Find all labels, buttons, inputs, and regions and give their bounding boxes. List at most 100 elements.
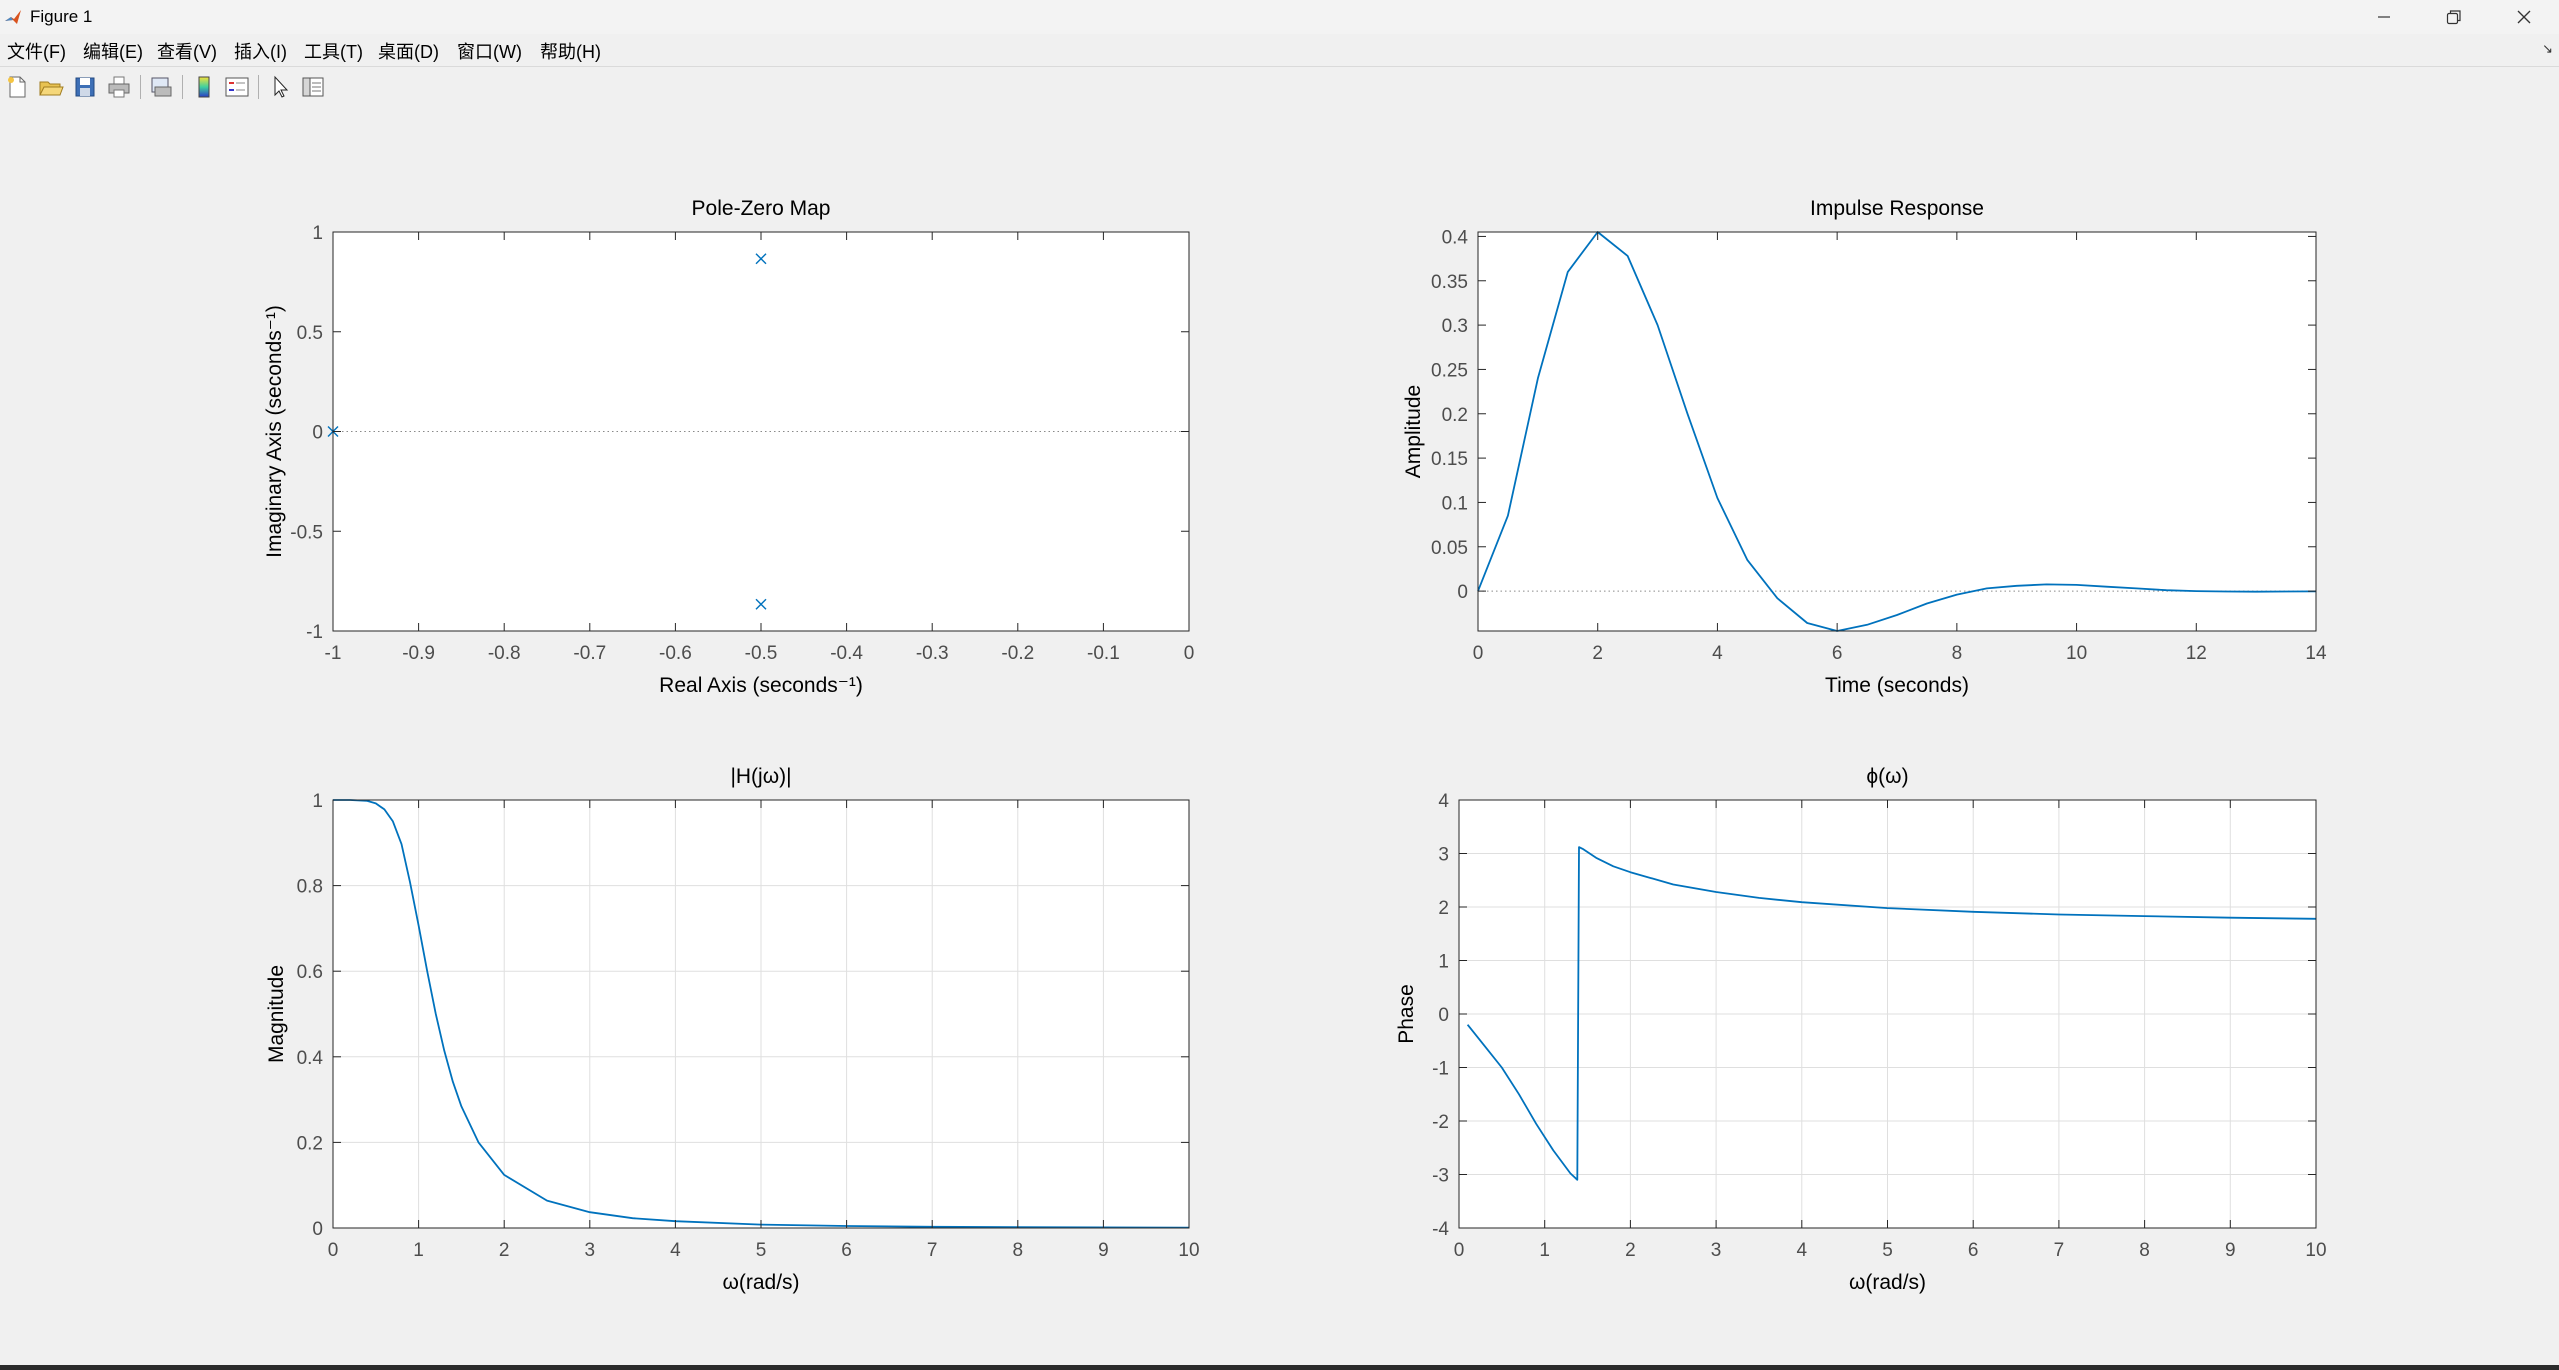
x-tick-label: 3 [1711,1240,1722,1261]
y-tick-label: 2 [1438,898,1449,919]
x-tick-label: 14 [2305,643,2327,664]
close-icon [2517,10,2531,24]
y-axis-label: Amplitude [1402,385,1425,478]
y-axis-label: Imaginary Axis (seconds⁻¹) [263,305,286,558]
y-tick-label: -2 [1432,1112,1449,1133]
save-icon[interactable] [71,73,99,101]
menu-edit[interactable]: 编辑(E) [83,42,143,62]
colorbar-icon[interactable] [190,73,218,101]
series-line [1477,231,2317,632]
open-file-icon[interactable] [37,73,65,101]
x-tick-label: 0 [1184,643,1195,664]
x-tick-label: -0.6 [659,643,692,664]
restore-button[interactable] [2419,0,2489,34]
series-line [333,799,1190,1229]
x-tick-label: 3 [585,1240,596,1261]
new-figure-icon[interactable] [3,73,31,101]
menu-file[interactable]: 文件(F) [7,42,66,62]
x-axis-label: Time (seconds) [1825,674,1969,697]
y-tick-label: 0.4 [1442,227,1469,248]
x-tick-label: 9 [2225,1240,2236,1261]
x-tick-label: 10 [2305,1240,2326,1261]
y-tick-label: 3 [1438,845,1449,866]
figure-canvas: -1 -0.9 -0.8 -0.7 -0.6 -0.5 -0.4 -0.3 -0.2 -0.1 0-… [0,107,2559,1370]
menu-desktop[interactable]: 桌面(D) [378,42,439,62]
x-tick-label: -0.4 [830,643,863,664]
minimize-button[interactable] [2349,0,2419,34]
x-tick-label: 2 [499,1240,510,1261]
x-tick-label: 2 [1625,1240,1636,1261]
edit-plot-pointer-icon[interactable] [266,73,294,101]
y-tick-label: -3 [1432,1166,1449,1187]
pole-marker [755,598,767,610]
y-tick-label: 0.2 [297,1133,323,1154]
y-tick-label: 1 [312,791,323,812]
y-tick-label: 0.25 [1431,360,1468,381]
x-axis-label: ω(rad/s) [722,1271,799,1294]
x-tick-label: 1 [1539,1240,1550,1261]
x-tick-label: 2 [1592,643,1603,664]
y-tick-label: 0.5 [297,323,323,344]
menu-window[interactable]: 窗口(W) [457,42,522,62]
x-tick-label: 10 [2066,643,2087,664]
x-tick-label: 7 [927,1240,938,1261]
y-tick-label: 0 [312,423,323,444]
axes-background [1478,232,2316,631]
menu-view[interactable]: 查看(V) [157,42,217,62]
window-bottom-edge [0,1365,2559,1370]
y-tick-label: 0 [1457,582,1468,603]
legend-icon[interactable] [223,73,251,101]
y-tick-label: -1 [306,622,323,643]
axes-box [1477,231,2317,632]
x-axis-label: ω(rad/s) [1849,1271,1926,1294]
x-tick-label: 12 [2186,643,2207,664]
plots-svg: -1 -0.9 -0.8 -0.7 -0.6 -0.5 -0.4 -0.3 -0.2 -0.1 0-… [263,197,2327,1294]
restore-icon [2446,10,2461,25]
y-tick-label: 0.3 [1442,316,1468,337]
x-tick-label: -0.7 [573,643,606,664]
y-tick-label: 0.35 [1431,272,1468,293]
pole-marker-stroke [755,598,767,610]
y-tick-label: -0.5 [290,522,323,543]
property-inspector-icon[interactable] [299,73,327,101]
toolbar [0,66,2559,108]
y-tick-label: 0 [1438,1005,1449,1026]
pole-marker-stroke [755,253,767,265]
toolbar-separator [258,75,259,99]
menu-tools[interactable]: 工具(T) [304,42,363,62]
x-tick-label: 6 [1968,1240,1979,1261]
x-tick-label: 9 [1098,1240,1109,1261]
y-axis-label: Magnitude [265,965,288,1063]
x-tick-label: 0 [328,1240,339,1261]
series-line [1466,846,2317,1181]
print-preview-icon[interactable] [147,73,175,101]
chart-title: |H(jω)| [730,765,791,788]
x-tick-label: 8 [1952,643,1963,664]
x-tick-label: 1 [413,1240,424,1261]
x-tick-label: 6 [1832,643,1843,664]
chart-title: Pole-Zero Map [692,197,831,220]
x-tick-label: 0 [1454,1240,1465,1261]
x-tick-label: 4 [670,1240,681,1261]
x-tick-label: 6 [841,1240,852,1261]
minimize-icon [2378,16,2390,18]
print-icon[interactable] [105,73,133,101]
x-tick-label: -0.1 [1087,643,1120,664]
y-tick-label: -1 [1432,1059,1449,1080]
dock-arrow-icon[interactable]: ↘ [2542,41,2553,56]
chart-title: ϕ(ω) [1866,765,1908,788]
x-tick-label: 5 [756,1240,767,1261]
y-tick-label: 4 [1438,791,1449,812]
menu-help[interactable]: 帮助(H) [540,42,601,62]
x-tick-label: 8 [2139,1240,2150,1261]
y-axis-label: Phase [1395,984,1418,1044]
x-tick-label: 7 [2054,1240,2065,1261]
x-tick-label: -0.5 [745,643,778,664]
x-tick-label: 0 [1473,643,1484,664]
x-tick-label: 8 [1013,1240,1024,1261]
y-tick-label: 0.2 [1442,405,1468,426]
menu-insert[interactable]: 插入(I) [234,42,287,62]
close-button[interactable] [2489,0,2559,34]
axes-1: -1 -0.9 -0.8 -0.7 -0.6 -0.5 -0.4 -0.3 -0.2 -0.1 0 -… [263,197,1194,697]
title-bar: Figure 1 [0,0,2559,34]
